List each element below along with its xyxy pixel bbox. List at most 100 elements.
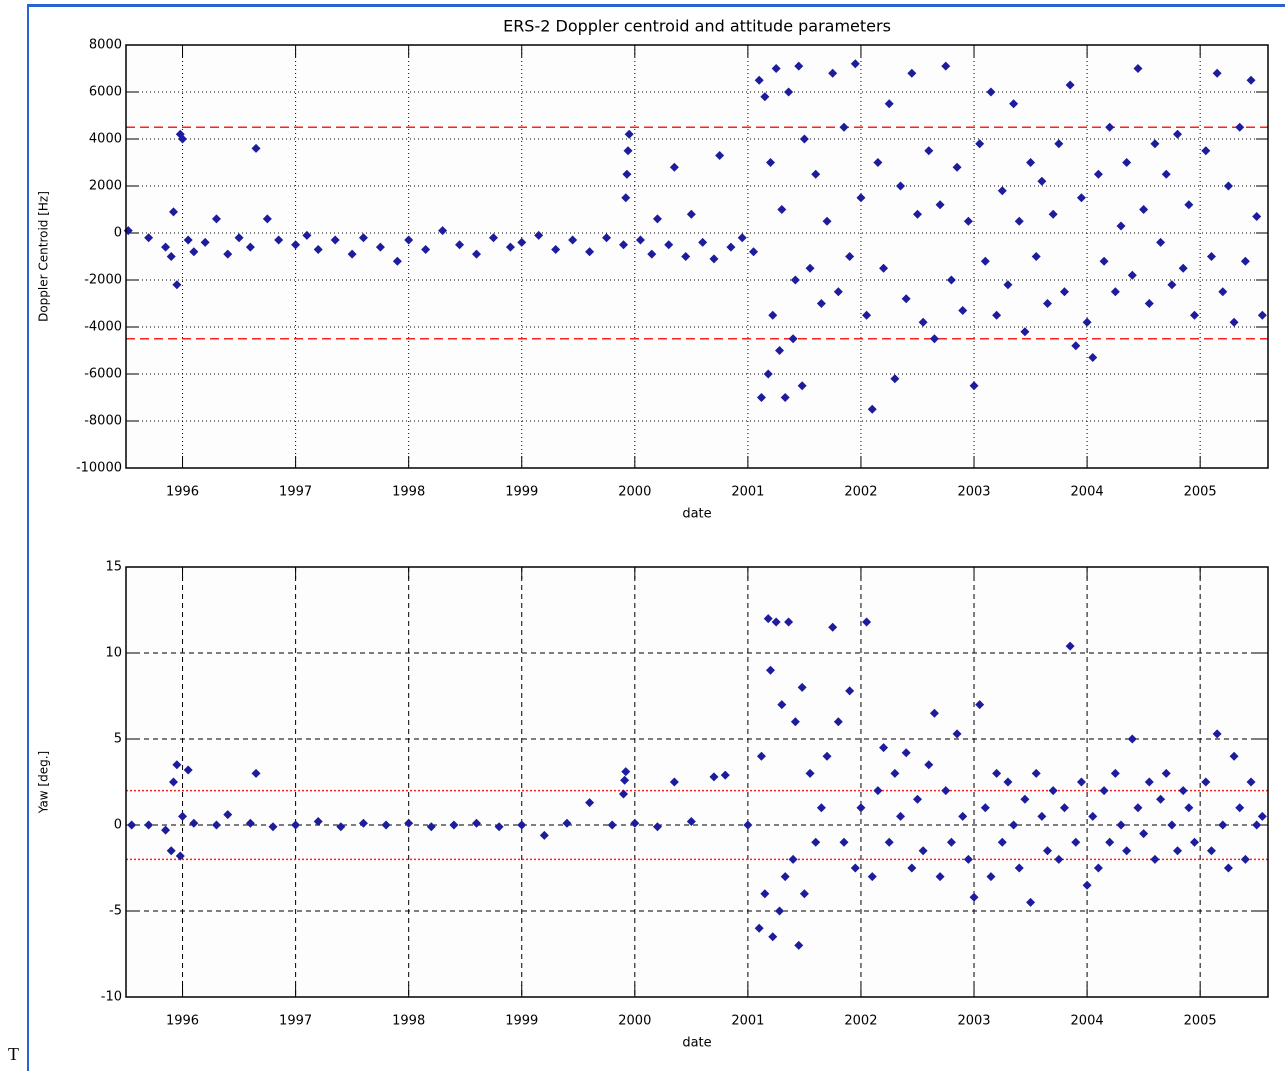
point	[1223, 181, 1233, 191]
point	[1014, 863, 1024, 873]
y-tick-label: -10	[101, 990, 122, 1005]
point	[426, 822, 436, 832]
point	[620, 775, 630, 785]
point	[1240, 256, 1250, 266]
point	[211, 820, 221, 830]
point	[805, 263, 815, 273]
point	[963, 854, 973, 864]
point	[1037, 176, 1047, 186]
point	[784, 87, 794, 97]
y-tick-label: -10000	[76, 461, 122, 476]
point	[850, 863, 860, 873]
point	[302, 230, 312, 240]
x-tick-label: 2002	[844, 485, 877, 500]
point	[737, 233, 747, 243]
point	[788, 854, 798, 864]
point	[1088, 811, 1098, 821]
point	[1048, 786, 1058, 796]
point	[200, 237, 210, 247]
point	[980, 803, 990, 813]
point	[1257, 310, 1267, 320]
point	[1223, 863, 1233, 873]
point	[551, 244, 561, 254]
point	[1009, 99, 1019, 109]
point	[313, 817, 323, 827]
x-axis-label: date	[682, 507, 711, 522]
point	[756, 751, 766, 761]
point	[799, 134, 809, 144]
frame-left	[27, 4, 29, 1071]
x-tick-label: 1998	[392, 485, 425, 500]
point	[189, 247, 199, 257]
x-tick-label: 1996	[166, 1014, 199, 1029]
point	[763, 369, 773, 379]
point	[1110, 768, 1120, 778]
point	[313, 244, 323, 254]
point	[358, 818, 368, 828]
point	[1071, 837, 1081, 847]
point	[1065, 80, 1075, 90]
point	[211, 214, 221, 224]
point	[924, 760, 934, 770]
point	[568, 235, 578, 245]
point	[404, 235, 414, 245]
point	[850, 59, 860, 69]
point	[161, 825, 171, 835]
x-tick-label: 2003	[957, 1014, 990, 1029]
point	[223, 249, 233, 259]
point	[828, 622, 838, 632]
point	[621, 767, 631, 777]
point	[726, 242, 736, 252]
point	[669, 162, 679, 172]
point	[912, 209, 922, 219]
x-tick-label: 2001	[731, 485, 764, 500]
point	[336, 822, 346, 832]
point	[404, 818, 414, 828]
point	[856, 803, 866, 813]
point	[1206, 846, 1216, 856]
point	[619, 240, 629, 250]
point	[621, 193, 631, 203]
point	[941, 786, 951, 796]
plot-area	[126, 567, 1268, 997]
point	[763, 614, 773, 624]
point	[775, 906, 785, 916]
point	[291, 240, 301, 250]
point	[924, 146, 934, 156]
point	[1031, 252, 1041, 261]
y-tick-label: -5	[109, 904, 122, 919]
point	[777, 700, 787, 710]
point	[602, 233, 612, 243]
point	[664, 240, 674, 250]
point	[1043, 846, 1053, 856]
point	[245, 818, 255, 828]
point	[912, 794, 922, 804]
y-tick-label: -8000	[84, 414, 122, 429]
point	[780, 393, 790, 402]
point	[709, 254, 719, 264]
point	[421, 244, 431, 254]
x-tick-label: 2000	[618, 1014, 651, 1029]
point	[1156, 794, 1166, 804]
point	[381, 820, 391, 830]
point	[494, 822, 504, 832]
point	[1167, 820, 1177, 830]
point	[183, 235, 193, 245]
point	[794, 61, 804, 71]
y-tick-label: 0	[114, 818, 122, 833]
point	[918, 317, 928, 327]
point	[797, 682, 807, 692]
point	[1020, 327, 1030, 337]
point	[127, 820, 137, 830]
point	[1229, 317, 1239, 327]
point	[997, 837, 1007, 847]
point	[929, 708, 939, 718]
point	[839, 122, 849, 132]
point	[1093, 863, 1103, 873]
point	[686, 817, 696, 827]
point	[992, 768, 1002, 778]
point	[986, 87, 996, 97]
y-tick-label: 6000	[89, 85, 122, 100]
point	[1218, 820, 1228, 830]
point	[1110, 287, 1120, 297]
